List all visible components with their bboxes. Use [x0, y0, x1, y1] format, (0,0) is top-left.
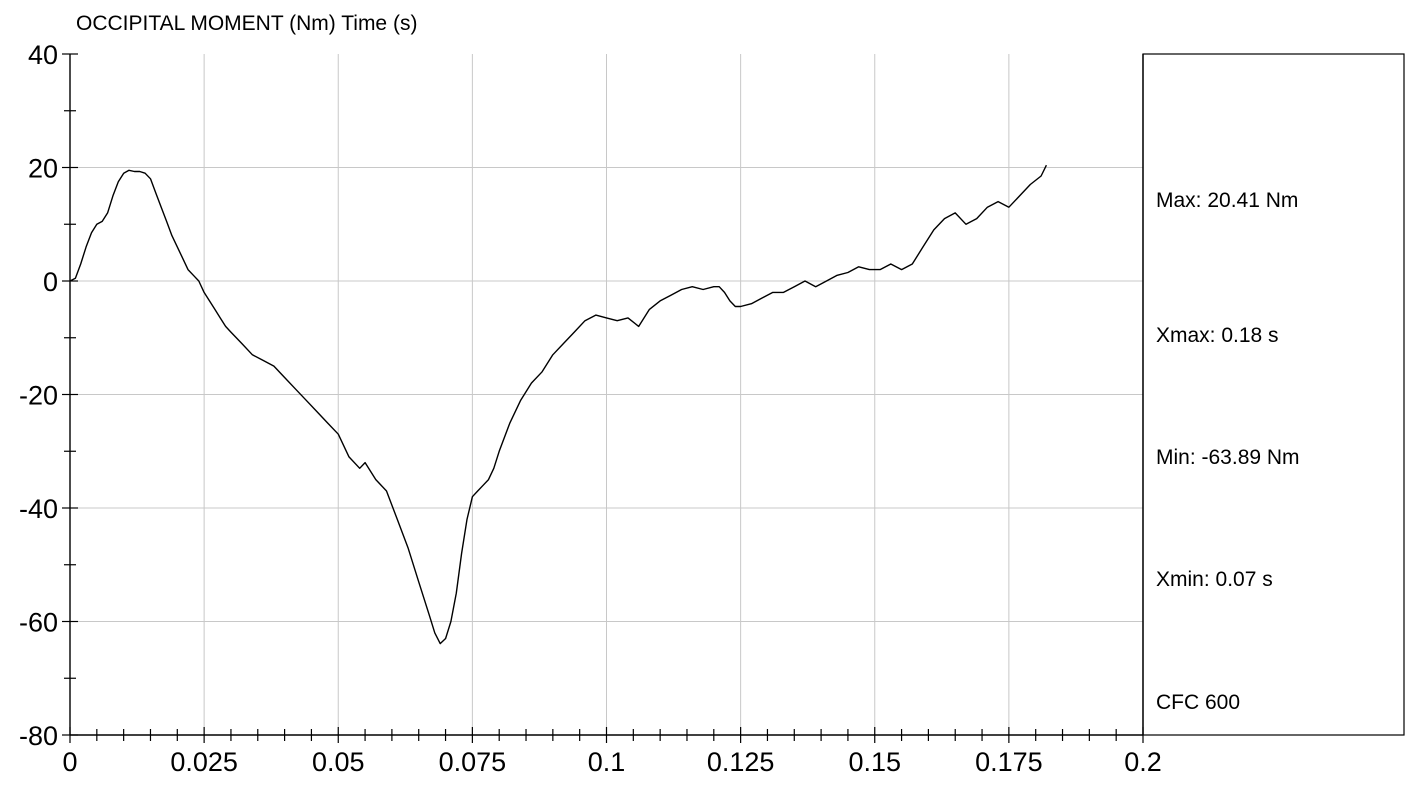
- chart-title: OCCIPITAL MOMENT (Nm) Time (s): [76, 12, 417, 35]
- x-tick-label: 0.05: [312, 747, 365, 777]
- x-tick-label: 0.1: [588, 747, 626, 777]
- x-tick-label: 0: [62, 747, 77, 777]
- y-tick-label: -80: [19, 721, 58, 751]
- x-tick-label: 0.075: [439, 747, 507, 777]
- axis-ticks: [62, 53, 1144, 743]
- stat-xmin: Xmin: 0.07 s: [1156, 568, 1273, 591]
- x-axis-tick-labels: 0 0.025 0.05 0.075 0.1 0.125 0.15 0.175 0.2: [62, 747, 1161, 777]
- stat-xmax: Xmax: 0.18 s: [1156, 324, 1279, 347]
- x-tick-label: 0.125: [707, 747, 775, 777]
- stat-min: Min: -63.89 Nm: [1156, 446, 1300, 469]
- y-tick-label: -60: [19, 608, 58, 638]
- grid: [70, 54, 1143, 735]
- y-axis-tick-labels: 40 20 0 -20 -40 -60 -80: [19, 40, 58, 751]
- y-tick-label: 0: [43, 267, 58, 297]
- stats-panel: Max: 20.41 Nm Xmax: 0.18 s Min: -63.89 N…: [1142, 53, 1405, 736]
- series-group: [69, 164, 1048, 645]
- y-tick-label: -20: [19, 381, 58, 411]
- y-tick-label: -40: [19, 494, 58, 524]
- x-tick-label: 0.15: [848, 747, 901, 777]
- stats-panel-frame: [1142, 53, 1405, 736]
- series-line: [69, 164, 1048, 645]
- y-tick-label: 20: [28, 154, 58, 184]
- stat-filter: CFC 600: [1156, 691, 1240, 714]
- stat-max: Max: 20.41 Nm: [1156, 189, 1298, 212]
- x-tick-label: 0.175: [975, 747, 1043, 777]
- y-tick-label: 40: [28, 40, 58, 70]
- x-tick-label: 0.2: [1124, 747, 1162, 777]
- x-tick-label: 0.025: [170, 747, 238, 777]
